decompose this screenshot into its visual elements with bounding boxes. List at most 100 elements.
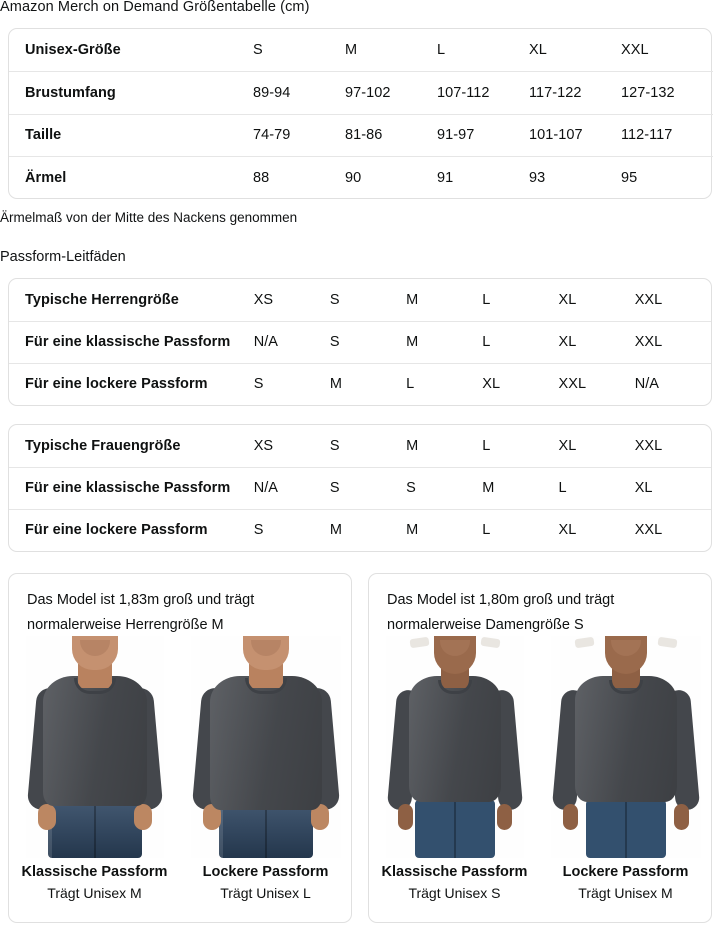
table-row: Brustumfang 89-94 97-102 107-112 117-122… xyxy=(9,71,713,114)
female-loose-fit-photo xyxy=(540,636,711,858)
cell-women-loose-2: M xyxy=(329,508,407,551)
cell-waist-m: 81-86 xyxy=(345,113,437,157)
cell-sleeve-s: 88 xyxy=(253,156,345,199)
col-header-m: M xyxy=(345,42,358,58)
cell-waist-xl: 101-107 xyxy=(529,113,621,157)
cell-chest-l: 107-112 xyxy=(437,71,529,114)
cell-sleeve-l: 91 xyxy=(437,156,529,199)
cell-men-classic-2: S xyxy=(329,320,407,363)
cell-men-classic-3: M xyxy=(406,320,483,363)
cell-women-classic-5: L xyxy=(558,466,635,509)
men-fit-guide-table: Typische Herrengröße XS S M L XL XXL Für… xyxy=(8,278,712,406)
cell-women-loose-4: L xyxy=(482,508,559,551)
cell-women-loose-6: XXL xyxy=(634,508,711,551)
cell-men-typical-5: XL xyxy=(558,291,577,308)
female-fit-captions: Klassische Passform Trägt Unisex S Locke… xyxy=(369,862,711,904)
cell-men-classic-1: N/A xyxy=(253,320,330,363)
cell-men-loose-2: M xyxy=(329,362,407,405)
table-row: Ärmel 88 90 91 93 95 xyxy=(9,156,713,199)
female-loose-fit-caption: Lockere Passform Trägt Unisex M xyxy=(540,862,711,904)
cell-men-classic-5: XL xyxy=(558,320,635,363)
female-loose-fit-wears: Trägt Unisex M xyxy=(578,885,673,901)
row-label-women-loose-fit: Für eine lockere Passform xyxy=(9,508,254,551)
cell-men-typical-6: XXL xyxy=(634,291,663,308)
cell-sleeve-xl: 93 xyxy=(529,156,621,199)
row-label-sleeve: Ärmel xyxy=(9,156,253,199)
cell-women-typical-6: XXL xyxy=(634,437,663,454)
col-header-l: L xyxy=(437,42,446,58)
cell-men-classic-6: XXL xyxy=(634,320,711,363)
women-fit-guide-table: Typische Frauengröße XS S M L XL XXL Für… xyxy=(8,424,712,552)
cell-women-typical-4: L xyxy=(482,437,491,454)
cell-men-loose-3: L xyxy=(406,362,483,405)
female-loose-fit-label: Lockere Passform xyxy=(562,864,689,880)
cell-men-loose-5: XXL xyxy=(558,362,635,405)
cell-women-typical-5: XL xyxy=(558,437,577,454)
male-classic-fit-photo xyxy=(9,636,180,858)
cell-sleeve-xxl: 95 xyxy=(621,156,713,199)
cell-women-classic-3: S xyxy=(406,466,483,509)
cell-women-loose-1: S xyxy=(253,508,330,551)
cell-women-classic-6: XL xyxy=(634,466,711,509)
cell-women-typical-1: XS xyxy=(253,437,274,454)
female-model-caption: Das Model ist 1,80m groß und trägt norma… xyxy=(387,592,615,633)
cell-women-loose-3: M xyxy=(406,508,483,551)
table-row: Typische Herrengröße XS S M L XL XXL xyxy=(9,279,711,321)
female-classic-fit-wears: Trägt Unisex S xyxy=(408,885,501,901)
row-label-waist: Taille xyxy=(9,113,253,157)
col-header-s: S xyxy=(253,42,263,58)
cell-waist-xxl: 112-117 xyxy=(621,113,713,157)
male-model-card: Das Model ist 1,83m groß und trägt norma… xyxy=(8,573,352,923)
cell-women-typical-3: M xyxy=(406,437,419,454)
unisex-size-table: Unisex-Größe S M L XL XXL Brustumfang 89… xyxy=(8,28,713,199)
row-label-men-loose-fit: Für eine lockere Passform xyxy=(9,362,254,405)
cell-men-typical-3: M xyxy=(406,291,419,308)
table-row: Typische Frauengröße XS S M L XL XXL xyxy=(9,425,711,467)
cell-men-loose-1: S xyxy=(253,362,330,405)
male-loose-fit-label: Lockere Passform xyxy=(202,864,329,880)
row-label-typical-women-size: Typische Frauengröße xyxy=(25,437,181,454)
row-label-typical-men-size: Typische Herrengröße xyxy=(25,291,179,308)
cell-chest-xxl: 127-132 xyxy=(621,71,713,114)
cell-women-classic-1: N/A xyxy=(253,466,330,509)
cell-women-classic-2: S xyxy=(329,466,407,509)
male-fit-captions: Klassische Passform Trägt Unisex M Locke… xyxy=(9,862,351,904)
male-loose-fit-wears: Trägt Unisex L xyxy=(220,885,311,901)
col-header-label: Unisex-Größe xyxy=(25,42,121,58)
table-row: Für eine klassische Passform N/A S S M L… xyxy=(9,466,711,509)
page-title: Amazon Merch on Demand Größentabelle (cm… xyxy=(0,0,310,15)
female-classic-fit-caption: Klassische Passform Trägt Unisex S xyxy=(369,862,540,904)
table-row: Für eine lockere Passform S M M L XL XXL xyxy=(9,508,711,551)
table-row: Für eine klassische Passform N/A S M L X… xyxy=(9,320,711,363)
cell-women-typical-2: S xyxy=(329,437,340,454)
cell-men-typical-2: S xyxy=(329,291,340,308)
cell-waist-l: 91-97 xyxy=(437,113,529,157)
male-classic-fit-wears: Trägt Unisex M xyxy=(47,885,142,901)
cell-waist-s: 74-79 xyxy=(253,113,345,157)
cell-chest-m: 97-102 xyxy=(345,71,437,114)
row-label-men-classic-fit: Für eine klassische Passform xyxy=(9,320,254,363)
cell-chest-s: 89-94 xyxy=(253,71,345,114)
male-model-caption: Das Model ist 1,83m groß und trägt norma… xyxy=(27,592,255,633)
cell-men-classic-4: L xyxy=(482,320,559,363)
row-label-women-classic-fit: Für eine klassische Passform xyxy=(9,466,254,509)
cell-chest-xl: 117-122 xyxy=(529,71,621,114)
female-classic-fit-photo xyxy=(369,636,540,858)
cell-men-typical-1: XS xyxy=(253,291,274,308)
fit-guides-heading: Passform-Leitfäden xyxy=(0,249,126,265)
male-classic-fit-caption: Klassische Passform Trägt Unisex M xyxy=(9,862,180,904)
female-model-figures xyxy=(369,636,711,858)
female-classic-fit-label: Klassische Passform xyxy=(381,864,528,880)
table-row: Für eine lockere Passform S M L XL XXL N… xyxy=(9,362,711,405)
cell-men-loose-4: XL xyxy=(482,362,559,405)
female-model-card: Das Model ist 1,80m groß und trägt norma… xyxy=(368,573,712,923)
table-row: Taille 74-79 81-86 91-97 101-107 112-117 xyxy=(9,113,713,157)
cell-women-loose-5: XL xyxy=(558,508,635,551)
cell-men-typical-4: L xyxy=(482,291,491,308)
male-model-figures xyxy=(9,636,351,858)
table-row-header: Unisex-Größe S M L XL XXL xyxy=(9,29,713,72)
male-loose-fit-caption: Lockere Passform Trägt Unisex L xyxy=(180,862,351,904)
male-classic-fit-label: Klassische Passform xyxy=(21,864,168,880)
male-loose-fit-photo xyxy=(180,636,351,858)
